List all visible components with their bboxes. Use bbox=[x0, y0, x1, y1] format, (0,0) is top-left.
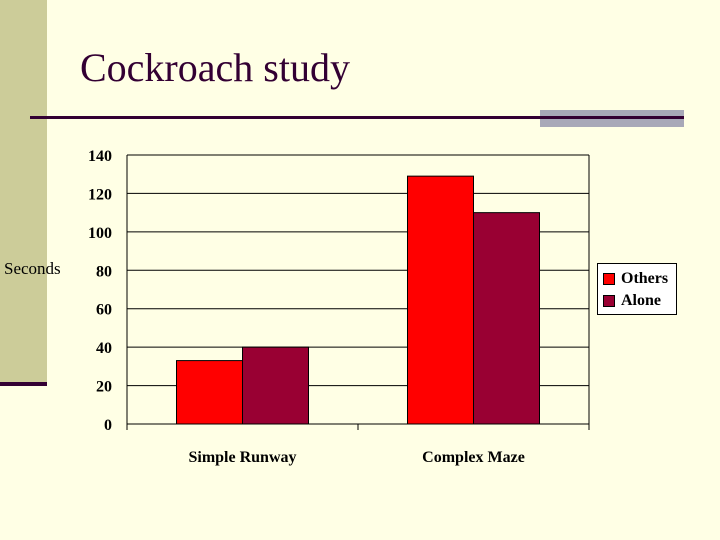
legend-item-alone: Alone bbox=[603, 292, 661, 310]
legend-label-alone: Alone bbox=[621, 292, 661, 309]
title-divider bbox=[30, 116, 540, 119]
y-tick-label: 20 bbox=[96, 379, 112, 396]
decorative-side-band-foot bbox=[0, 382, 47, 386]
legend-swatch-others bbox=[603, 273, 615, 285]
legend-item-others: Others bbox=[603, 270, 668, 288]
bar-alone-1 bbox=[473, 212, 540, 425]
y-tick-label: 60 bbox=[96, 302, 112, 319]
legend-swatch-alone bbox=[603, 295, 615, 307]
x-tick-label: Complex Maze bbox=[422, 449, 525, 466]
title-divider-line bbox=[540, 116, 684, 119]
y-tick-label: 40 bbox=[96, 340, 112, 357]
y-axis-label: Seconds bbox=[4, 259, 61, 278]
y-tick-label: 100 bbox=[88, 225, 112, 242]
slide-title: Cockroach study bbox=[80, 45, 350, 90]
y-tick-label: 80 bbox=[96, 263, 112, 280]
x-tick-label: Simple Runway bbox=[188, 449, 296, 466]
y-tick-label: 120 bbox=[88, 186, 112, 203]
chart-legend: Others Alone bbox=[597, 263, 677, 315]
y-tick-label: 140 bbox=[88, 148, 112, 165]
y-tick-label: 0 bbox=[104, 417, 112, 434]
decorative-side-band bbox=[0, 0, 47, 383]
bar-others-1 bbox=[407, 175, 474, 425]
bar-alone-0 bbox=[242, 346, 309, 425]
bar-others-0 bbox=[176, 360, 243, 425]
legend-label-others: Others bbox=[621, 270, 669, 287]
